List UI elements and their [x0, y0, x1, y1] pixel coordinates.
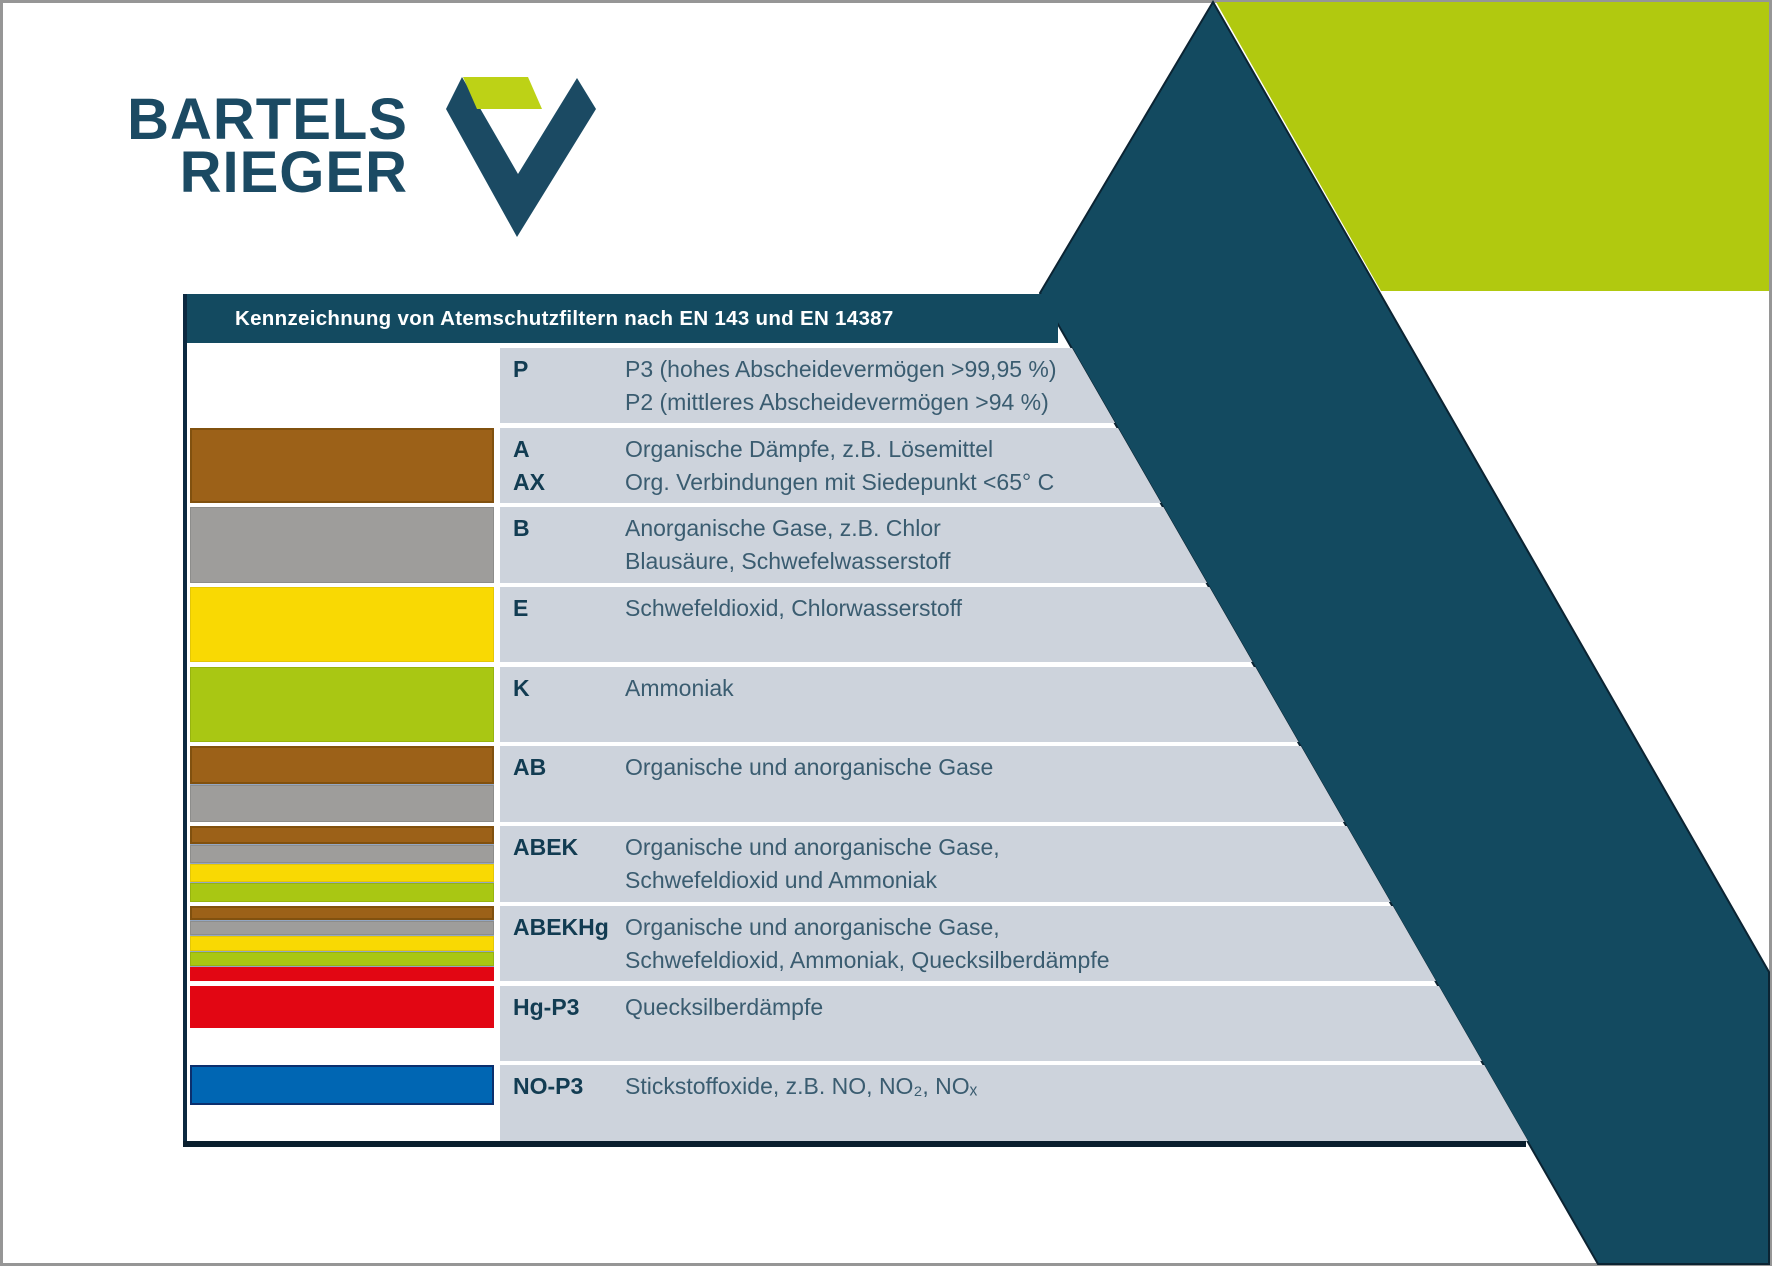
swatch-stripe-brown [190, 905, 494, 921]
row-code: A AX [513, 435, 545, 495]
swatch [190, 826, 494, 902]
logo-v-shape [446, 77, 596, 237]
swatch-stripe-red [190, 965, 494, 982]
row-code: K [513, 674, 530, 701]
row-code: AB [513, 754, 547, 781]
swatch-stripe-gray [190, 920, 494, 936]
green-diagonal-band [1216, 2, 1769, 291]
swatch [190, 348, 494, 424]
swatch-stripe-yellow [190, 863, 494, 883]
row-description: P3 (hohes Abscheidevermögen >99,95 %) P2… [625, 356, 1057, 415]
row-code: E [513, 595, 529, 622]
table-row: Hg-P3 Quecksilberdämpfe [183, 985, 1528, 1061]
swatch-stripe-blue [190, 1065, 494, 1106]
swatch-stripe-white [190, 1105, 494, 1141]
swatch [190, 746, 494, 822]
table-row: AB Organische und anorganische Gase [183, 746, 1528, 822]
row-background [500, 985, 1528, 1061]
row-description: Quecksilberdämpfe [625, 993, 824, 1020]
table-left-border [183, 294, 187, 1147]
swatch [190, 905, 494, 982]
row-background [500, 905, 1528, 982]
row-description: Organische und anorganische Gase, Schwef… [625, 913, 1110, 973]
table-row: B Anorganische Gase, z.B. Chlor Blausäur… [183, 507, 1528, 583]
swatch-stripe-yellow [190, 935, 494, 951]
swatch-stripe-green [190, 950, 494, 966]
table-row: NO-P3 Stickstoffoxide, z.B. NO, NO₂, NOₓ [183, 1065, 1528, 1141]
swatch-stripe-brown [190, 427, 494, 504]
logo-v-icon [446, 77, 596, 237]
swatch-stripe-white [190, 348, 494, 424]
swatch [190, 666, 494, 743]
row-code: Hg-P3 [513, 993, 580, 1020]
swatch [190, 985, 494, 1061]
swatch-stripe-red [190, 985, 494, 1028]
swatch [190, 587, 494, 663]
row-description: Schwefeldioxid, Chlorwasserstoff [625, 595, 963, 622]
swatch [190, 427, 494, 504]
row-description: Organische und anorganische Gase [625, 754, 994, 781]
swatch [190, 507, 494, 583]
swatch-stripe-gray [190, 507, 494, 583]
row-code: B [513, 515, 530, 542]
swatch-stripe-white [190, 1027, 494, 1061]
table-bottom-border [183, 1141, 1526, 1147]
teal-diagonal-band [1038, 0, 1770, 1265]
swatch-stripe-yellow [190, 587, 494, 663]
row-description: Stickstoffoxide, z.B. NO, NO₂, NOₓ [625, 1073, 978, 1100]
row-code: P [513, 356, 529, 382]
swatch-stripe-brown [190, 746, 494, 784]
logo-line2: RIEGER [179, 140, 408, 205]
row-description: Organische und anorganische Gase, Schwef… [625, 834, 1000, 894]
logo-green-parallelogram [463, 77, 542, 109]
row-background [500, 1065, 1528, 1141]
row-code: ABEKHg [513, 913, 609, 940]
row-code: NO-P3 [513, 1073, 584, 1100]
row-description: Organische Dämpfe, z.B. Lösemittel Org. … [625, 435, 1055, 495]
row-code: ABEK [513, 834, 579, 861]
swatch-stripe-green [190, 666, 494, 743]
swatch [190, 1065, 494, 1141]
table-rows: P P3 (hohes Abscheidevermögen >99,95 %) … [183, 348, 1528, 1141]
swatch-stripe-brown [190, 826, 494, 845]
table-header: Kennzeichnung von Atemschutzfiltern nach… [183, 294, 1058, 343]
logo-line1: BARTELS [127, 87, 408, 152]
swatch-stripe-gray [190, 783, 494, 822]
table-row: ABEKHg Organische und anorganische Gase,… [183, 905, 1528, 982]
table-row: ABEK Organische und anorganische Gase, S… [183, 826, 1528, 902]
row-description: Anorganische Gase, z.B. Chlor Blausäure,… [625, 515, 951, 575]
logo-wordmark: BARTELS RIEGER [96, 87, 408, 205]
swatch-stripe-green [190, 882, 494, 902]
swatch-stripe-gray [190, 844, 494, 864]
table-title: Kennzeichnung von Atemschutzfiltern nach… [235, 306, 894, 330]
row-description: Ammoniak [625, 674, 734, 701]
